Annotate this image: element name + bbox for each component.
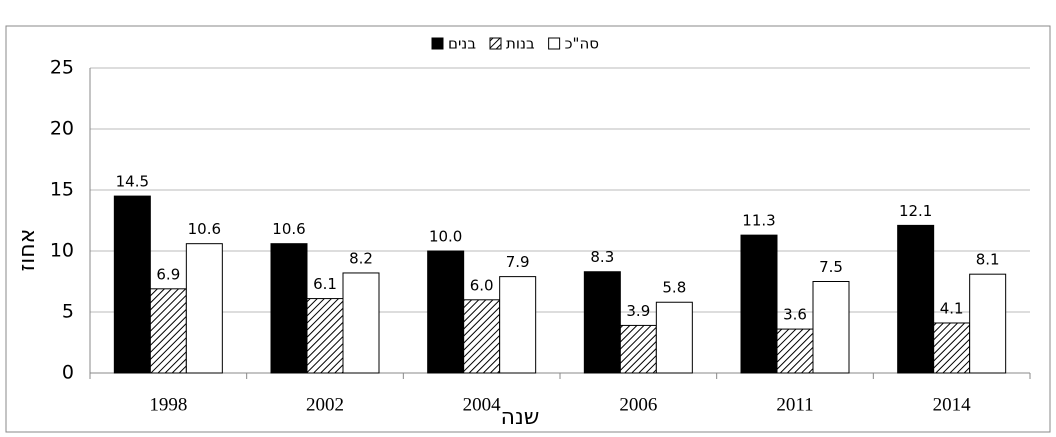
x-axis-label: שנה bbox=[501, 405, 540, 430]
y-axis-label: אחוז bbox=[15, 229, 40, 272]
value-label: 11.3 bbox=[742, 212, 775, 230]
bar bbox=[583, 271, 621, 374]
value-label: 6.9 bbox=[156, 265, 180, 283]
bar bbox=[149, 288, 187, 374]
value-label: 8.3 bbox=[590, 248, 614, 266]
x-tick-label: 2011 bbox=[776, 394, 813, 415]
legend-label: סה"כ bbox=[565, 35, 599, 53]
bar bbox=[113, 195, 151, 374]
bar bbox=[812, 281, 850, 374]
x-tick-label: 2004 bbox=[463, 394, 502, 415]
bar bbox=[342, 272, 380, 374]
value-label: 6.1 bbox=[313, 275, 337, 293]
value-label: 3.9 bbox=[626, 302, 650, 320]
bar bbox=[499, 276, 537, 374]
bar bbox=[776, 328, 814, 374]
legend-swatch bbox=[431, 37, 444, 50]
legend-swatch bbox=[548, 37, 561, 50]
bar bbox=[619, 324, 657, 374]
bar bbox=[897, 224, 935, 374]
value-label: 6.0 bbox=[470, 276, 494, 294]
x-tick-label: 2002 bbox=[306, 394, 344, 415]
y-tick-label: 5 bbox=[62, 301, 74, 323]
value-label: 8.1 bbox=[976, 251, 1000, 269]
x-tick-label: 2014 bbox=[933, 394, 972, 415]
y-tick-label: 10 bbox=[50, 240, 74, 262]
value-label: 14.5 bbox=[116, 173, 149, 191]
legend-label: בנים bbox=[448, 35, 476, 53]
chart-border bbox=[5, 25, 1051, 433]
value-label: 12.1 bbox=[899, 202, 932, 220]
bar bbox=[933, 322, 971, 374]
y-tick-label: 15 bbox=[50, 179, 74, 201]
bar bbox=[270, 243, 308, 374]
legend-swatch bbox=[489, 37, 502, 50]
value-label: 10.6 bbox=[188, 220, 221, 238]
bar bbox=[463, 299, 501, 374]
value-label: 8.2 bbox=[349, 249, 373, 267]
bar bbox=[655, 301, 693, 374]
value-label: 10.0 bbox=[429, 228, 462, 246]
bar bbox=[969, 273, 1007, 374]
value-label: 10.6 bbox=[272, 220, 305, 238]
y-tick-label: 20 bbox=[50, 118, 74, 140]
legend-label: בנות bbox=[506, 35, 535, 53]
bar bbox=[427, 250, 465, 374]
y-tick-label: 0 bbox=[62, 362, 74, 384]
x-tick-label: 2006 bbox=[619, 394, 657, 415]
y-tick-label: 25 bbox=[50, 57, 74, 79]
value-label: 3.6 bbox=[783, 306, 807, 324]
value-label: 7.5 bbox=[819, 258, 843, 276]
value-label: 5.8 bbox=[662, 279, 686, 297]
bar bbox=[740, 234, 778, 374]
bar bbox=[185, 243, 223, 374]
bar bbox=[306, 298, 344, 374]
value-label: 7.9 bbox=[506, 253, 530, 271]
value-label: 4.1 bbox=[940, 299, 964, 317]
x-tick-label: 1998 bbox=[149, 394, 187, 415]
